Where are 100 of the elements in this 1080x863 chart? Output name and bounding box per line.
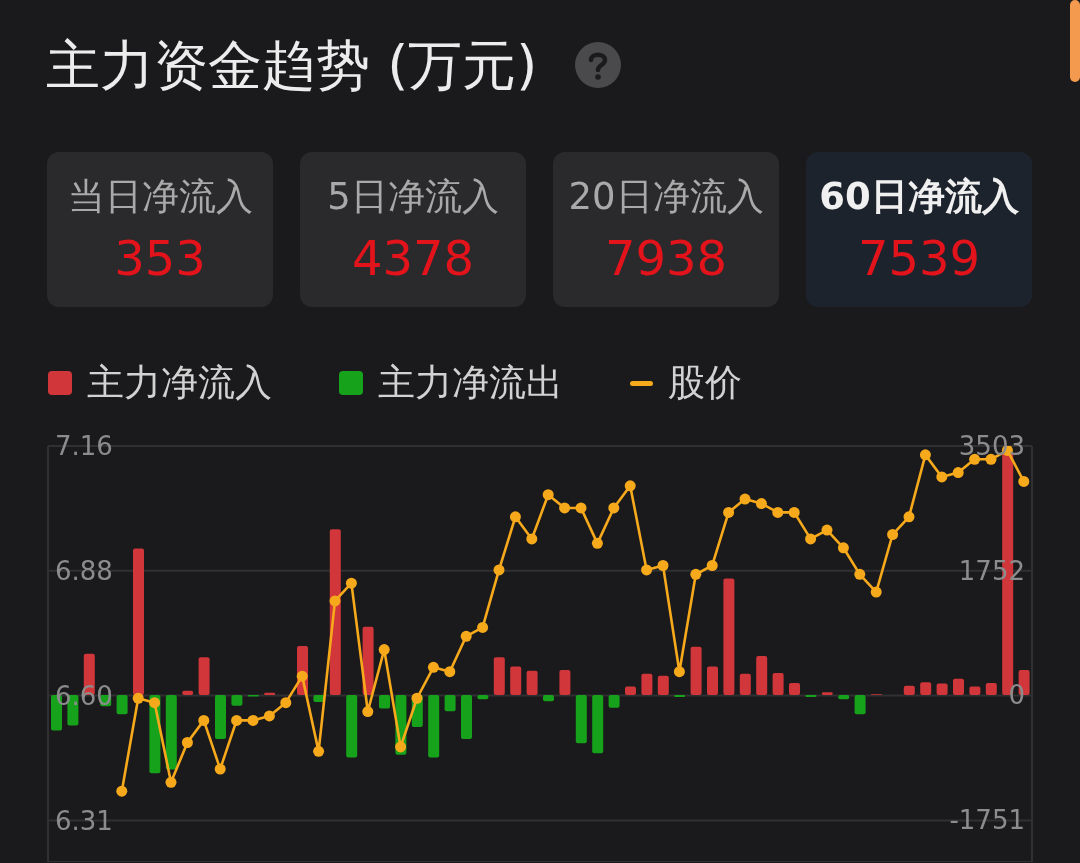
bar [953,678,964,695]
point [919,449,931,461]
bar [231,694,243,706]
point [181,737,193,749]
bar [641,673,653,695]
bar [559,670,571,695]
bar [133,548,144,695]
point [870,586,882,598]
point [247,714,259,726]
legend-label: 主力净流入 [87,361,272,404]
bar [526,670,538,695]
point [313,745,325,757]
point [263,710,275,722]
point [772,506,784,518]
point [641,564,653,576]
bar [707,666,718,695]
point [165,776,177,788]
point [559,502,571,514]
point [657,559,669,571]
category-label: 当日净流入 [66,175,254,218]
bar [116,694,128,715]
point [214,763,226,775]
category-label: 20日净流入 [567,175,765,218]
point [739,493,751,505]
point [132,692,144,704]
point [362,706,374,718]
point [477,621,489,633]
point [493,564,505,576]
point [1018,475,1030,487]
point [690,568,702,580]
bar [739,673,751,695]
point [673,666,685,678]
data-label: 4378 [350,230,476,286]
point [296,670,308,682]
point [903,511,915,523]
point [345,577,357,589]
legend-label: 股价 [668,361,742,404]
bar [362,626,374,695]
category-label: 60日净流入 [818,175,1020,218]
bar [379,694,390,709]
point [149,697,161,709]
y-tick-label: 6.88 [55,556,113,587]
data-label: 7938 [603,230,729,286]
point [755,498,767,510]
bar [985,682,997,695]
bar [575,694,587,744]
point [395,741,407,753]
bar [756,655,768,695]
point [542,489,554,501]
bar [936,683,948,695]
bar [690,646,702,695]
bar [854,694,866,715]
bar [657,675,669,695]
point [805,533,817,545]
bar [346,694,358,758]
legend-label: 主力净流出 [378,361,563,404]
point [854,568,866,580]
text: 主力资金趋势 (万元) [46,34,538,97]
bar [510,666,522,695]
point [411,692,423,704]
point [526,533,538,545]
point [329,595,341,607]
point [837,542,849,554]
point [427,661,439,673]
y-tick-label: 6.31 [55,805,113,836]
data-label: 7539 [856,230,982,286]
point [198,714,210,726]
bar [772,672,784,695]
bar [428,694,440,758]
point [116,785,128,797]
point [460,630,472,642]
point [231,714,243,726]
y2-tick-label: -1751 [949,804,1025,835]
point [887,529,899,541]
bar [789,682,800,695]
y2-tick-label: 3503 [958,431,1025,462]
point [706,559,718,571]
bar [592,694,604,754]
point [936,471,948,483]
bar [444,694,456,712]
bar [920,682,932,695]
y-tick-label: 7.16 [55,431,113,462]
bar [165,694,177,770]
point [591,537,603,549]
point [509,511,521,523]
data-label: 353 [113,230,207,286]
bar [215,694,226,740]
bar [493,657,505,695]
point [280,697,292,709]
point [444,666,456,678]
point [788,506,800,518]
point [378,644,390,656]
point [624,480,636,492]
bar [198,657,210,695]
point [608,502,620,514]
point [952,467,964,479]
bar [461,694,472,740]
point [821,524,833,536]
point [723,506,735,518]
bar [608,694,620,708]
